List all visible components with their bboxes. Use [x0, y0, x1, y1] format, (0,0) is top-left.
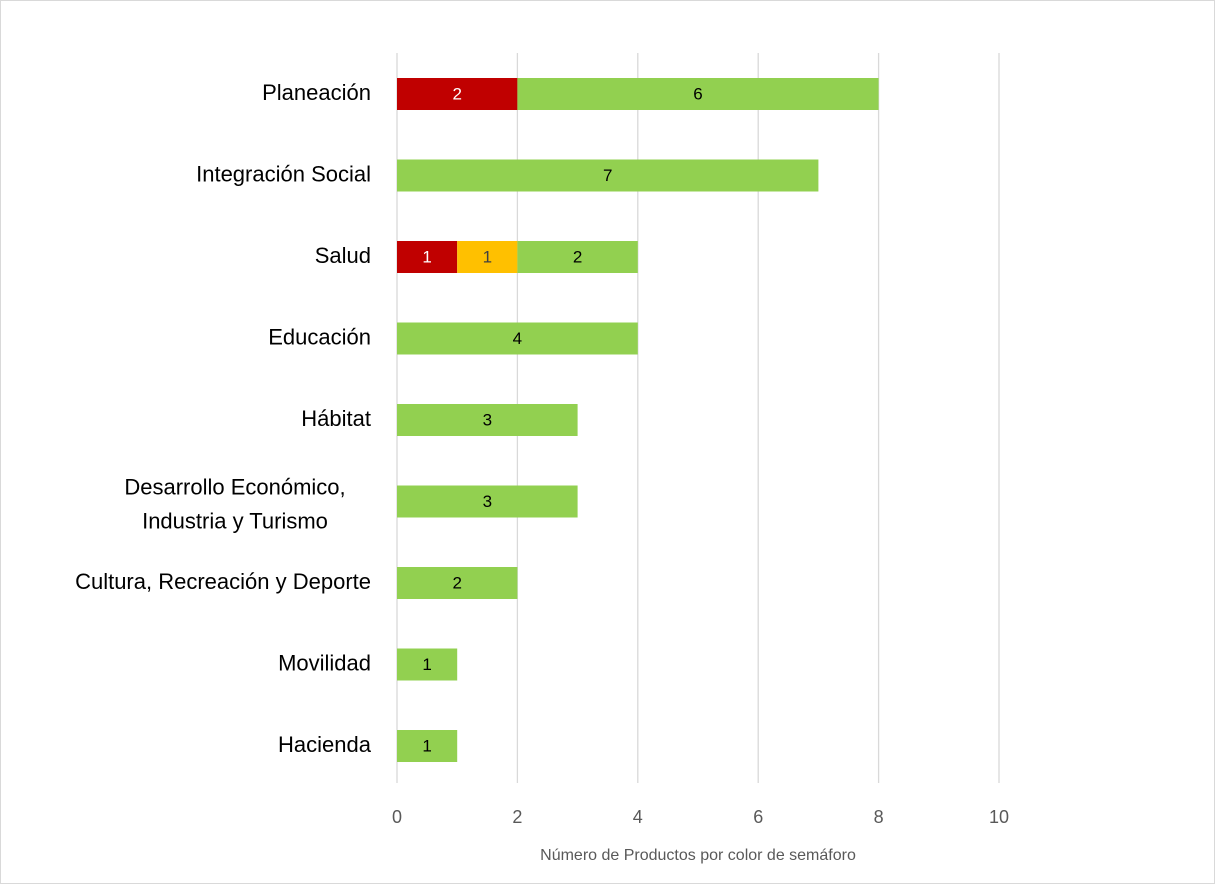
- data-label: 7: [603, 166, 612, 185]
- bar-segment: [397, 730, 458, 762]
- data-label: 4: [513, 329, 522, 348]
- category-label: Movilidad: [278, 650, 371, 675]
- category-label: Salud: [315, 243, 371, 268]
- x-tick-label: 8: [874, 807, 884, 827]
- data-label: 1: [422, 655, 431, 674]
- x-tick-label: 0: [392, 807, 402, 827]
- x-tick-label: 6: [753, 807, 763, 827]
- x-tick-label: 4: [633, 807, 643, 827]
- category-label-line: Industria y Turismo: [142, 508, 328, 533]
- data-label: 2: [452, 573, 461, 592]
- x-tick-labels: 0 2 4 6 8 10: [392, 807, 1009, 827]
- category-label: Cultura, Recreación y Deporte: [75, 569, 371, 594]
- data-label: 2: [452, 84, 461, 103]
- bar-segment: [397, 78, 518, 110]
- bar-segment: [397, 322, 638, 355]
- bar-segment: [397, 485, 578, 518]
- x-tick-label: 2: [512, 807, 522, 827]
- data-labels: 2 6 7 1 1 2 4 3 3 2 1 1: [422, 84, 702, 755]
- data-label: 1: [483, 247, 492, 266]
- category-label: Educación: [268, 324, 371, 349]
- bar-segment: [397, 404, 578, 436]
- category-label: Hábitat: [301, 406, 371, 431]
- category-label: Planeación: [262, 80, 371, 105]
- x-axis-title: Número de Productos por color de semáfor…: [540, 847, 856, 864]
- bar-segment: [517, 78, 879, 110]
- x-tick-label: 10: [989, 807, 1009, 827]
- data-label: 1: [422, 247, 431, 266]
- data-label: 3: [483, 410, 492, 429]
- bar-segment: [397, 159, 819, 192]
- bar-segment: [457, 241, 518, 273]
- bars: [397, 78, 879, 762]
- category-label: Hacienda: [278, 732, 372, 757]
- bar-segment: [517, 241, 638, 273]
- category-labels: Planeación Integración Social Salud Educaci…: [75, 80, 372, 757]
- bar-segment: [397, 567, 518, 599]
- category-label-line: Desarrollo Económico,: [124, 474, 345, 499]
- data-label: 6: [693, 84, 702, 103]
- bar-segment: [397, 241, 458, 273]
- category-label: Integración Social: [196, 161, 371, 186]
- bar-segment: [397, 648, 458, 681]
- data-label: 2: [573, 247, 582, 266]
- category-label: Desarrollo Económico, Industria y Turismo: [124, 474, 345, 533]
- data-label: 3: [483, 492, 492, 511]
- data-label: 1: [422, 736, 431, 755]
